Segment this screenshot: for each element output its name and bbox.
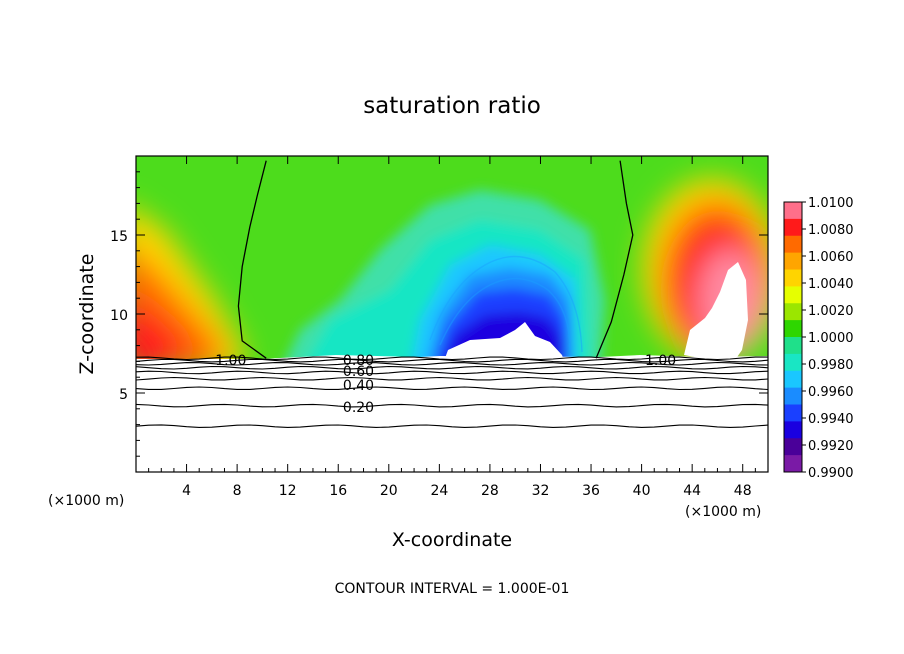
x-unit-right: (×1000 m) bbox=[685, 504, 761, 520]
colorbar-swatch bbox=[784, 404, 802, 422]
contour-label: 0.20 bbox=[343, 400, 374, 416]
contour-line bbox=[136, 361, 768, 366]
colorbar-label: 0.9920 bbox=[808, 439, 854, 454]
colorbar-swatch bbox=[784, 286, 802, 304]
contour-label: 1.00 bbox=[215, 353, 246, 369]
contour-line bbox=[136, 403, 768, 408]
contour-line bbox=[136, 370, 768, 375]
y-tick-label: 10 bbox=[110, 308, 128, 324]
contour-label: 1.00 bbox=[645, 353, 676, 369]
colorbar-swatch bbox=[784, 337, 802, 355]
colorbar-swatch bbox=[784, 438, 802, 456]
y-axis-label: Z-coordinate bbox=[76, 254, 98, 375]
contour-line-saturation-1 bbox=[595, 160, 634, 359]
contour-line bbox=[136, 365, 768, 370]
y-tick-label: 5 bbox=[119, 387, 128, 403]
x-tick-label: 36 bbox=[582, 483, 600, 499]
colorbar-swatch bbox=[784, 202, 802, 220]
contour-interval-note: CONTOUR INTERVAL = 1.000E-01 bbox=[335, 581, 570, 597]
contour-labels: 1.00 0.800.600.40 0.20 1.00 bbox=[215, 353, 676, 416]
y-axis: 5 10 15 bbox=[110, 171, 768, 457]
colorbar-label: 1.0060 bbox=[808, 250, 854, 265]
x-unit-left: (×1000 m) bbox=[48, 493, 124, 509]
x-tick-label: 44 bbox=[683, 483, 701, 499]
field-lower-mask bbox=[136, 355, 768, 472]
colorbar-label: 1.0100 bbox=[808, 196, 854, 211]
colorbar: 1.0100 1.0080 1.0060 1.0040 1.0020 1.0000 0.99… bbox=[783, 196, 854, 481]
x-tick-label: 40 bbox=[633, 483, 651, 499]
colorbar-swatch bbox=[784, 235, 802, 254]
contour-label: 0.80 bbox=[343, 353, 374, 369]
x-tick-label: 12 bbox=[279, 483, 297, 499]
x-tick-label: 48 bbox=[734, 483, 752, 499]
x-tick-label: 32 bbox=[532, 483, 550, 499]
colorbar-label: 0.9940 bbox=[808, 412, 854, 427]
x-tick-label: 28 bbox=[481, 483, 499, 499]
contour-line bbox=[136, 356, 768, 361]
colorbar-swatch bbox=[784, 370, 802, 389]
colorbar-label: 0.9980 bbox=[808, 358, 854, 373]
colorbar-label: 1.0040 bbox=[808, 277, 854, 292]
colorbar-swatch bbox=[784, 269, 802, 287]
y-tick-label: 15 bbox=[110, 229, 128, 245]
x-axis: 4 8 12 16 20 24 28 32 36 40 44 48 bbox=[148, 156, 756, 499]
contour-line bbox=[136, 358, 768, 363]
x-tick-label: 24 bbox=[430, 483, 448, 499]
x-tick-label: 20 bbox=[380, 483, 398, 499]
colorbar-label: 0.9960 bbox=[808, 385, 854, 400]
field-contour-steps bbox=[429, 255, 583, 353]
cloud-free-right bbox=[684, 262, 748, 360]
field-warm-left bbox=[136, 210, 245, 372]
colorbar-swatch bbox=[784, 387, 802, 405]
contour-line bbox=[136, 386, 768, 391]
colorbar-swatch bbox=[784, 218, 802, 237]
x-tick-label: 4 bbox=[182, 483, 191, 499]
contour-lines bbox=[136, 160, 768, 428]
colorbar-swatch bbox=[784, 252, 802, 270]
contour-label: 0.60 bbox=[343, 364, 374, 380]
contour-label: 0.40 bbox=[343, 378, 374, 394]
x-tick-label: 8 bbox=[233, 483, 242, 499]
colorbar-swatch bbox=[784, 320, 802, 338]
contour-line bbox=[136, 424, 768, 428]
colorbar-label: 0.9900 bbox=[808, 466, 854, 481]
x-tick-label: 16 bbox=[329, 483, 347, 499]
colorbar-swatch bbox=[784, 303, 802, 321]
x-axis-label: X-coordinate bbox=[392, 529, 512, 551]
colorbar-swatch bbox=[784, 421, 802, 439]
contour-line-saturation-1 bbox=[237, 160, 267, 359]
colorbar-label: 1.0020 bbox=[808, 304, 854, 319]
saturation-field bbox=[136, 156, 768, 472]
contour-line bbox=[136, 376, 768, 381]
colorbar-label: 1.0080 bbox=[808, 223, 854, 238]
colorbar-swatch bbox=[784, 353, 802, 372]
colorbar-label: 1.0000 bbox=[808, 331, 854, 346]
colorbar-swatch bbox=[784, 455, 802, 473]
chart-title: saturation ratio bbox=[363, 93, 541, 119]
